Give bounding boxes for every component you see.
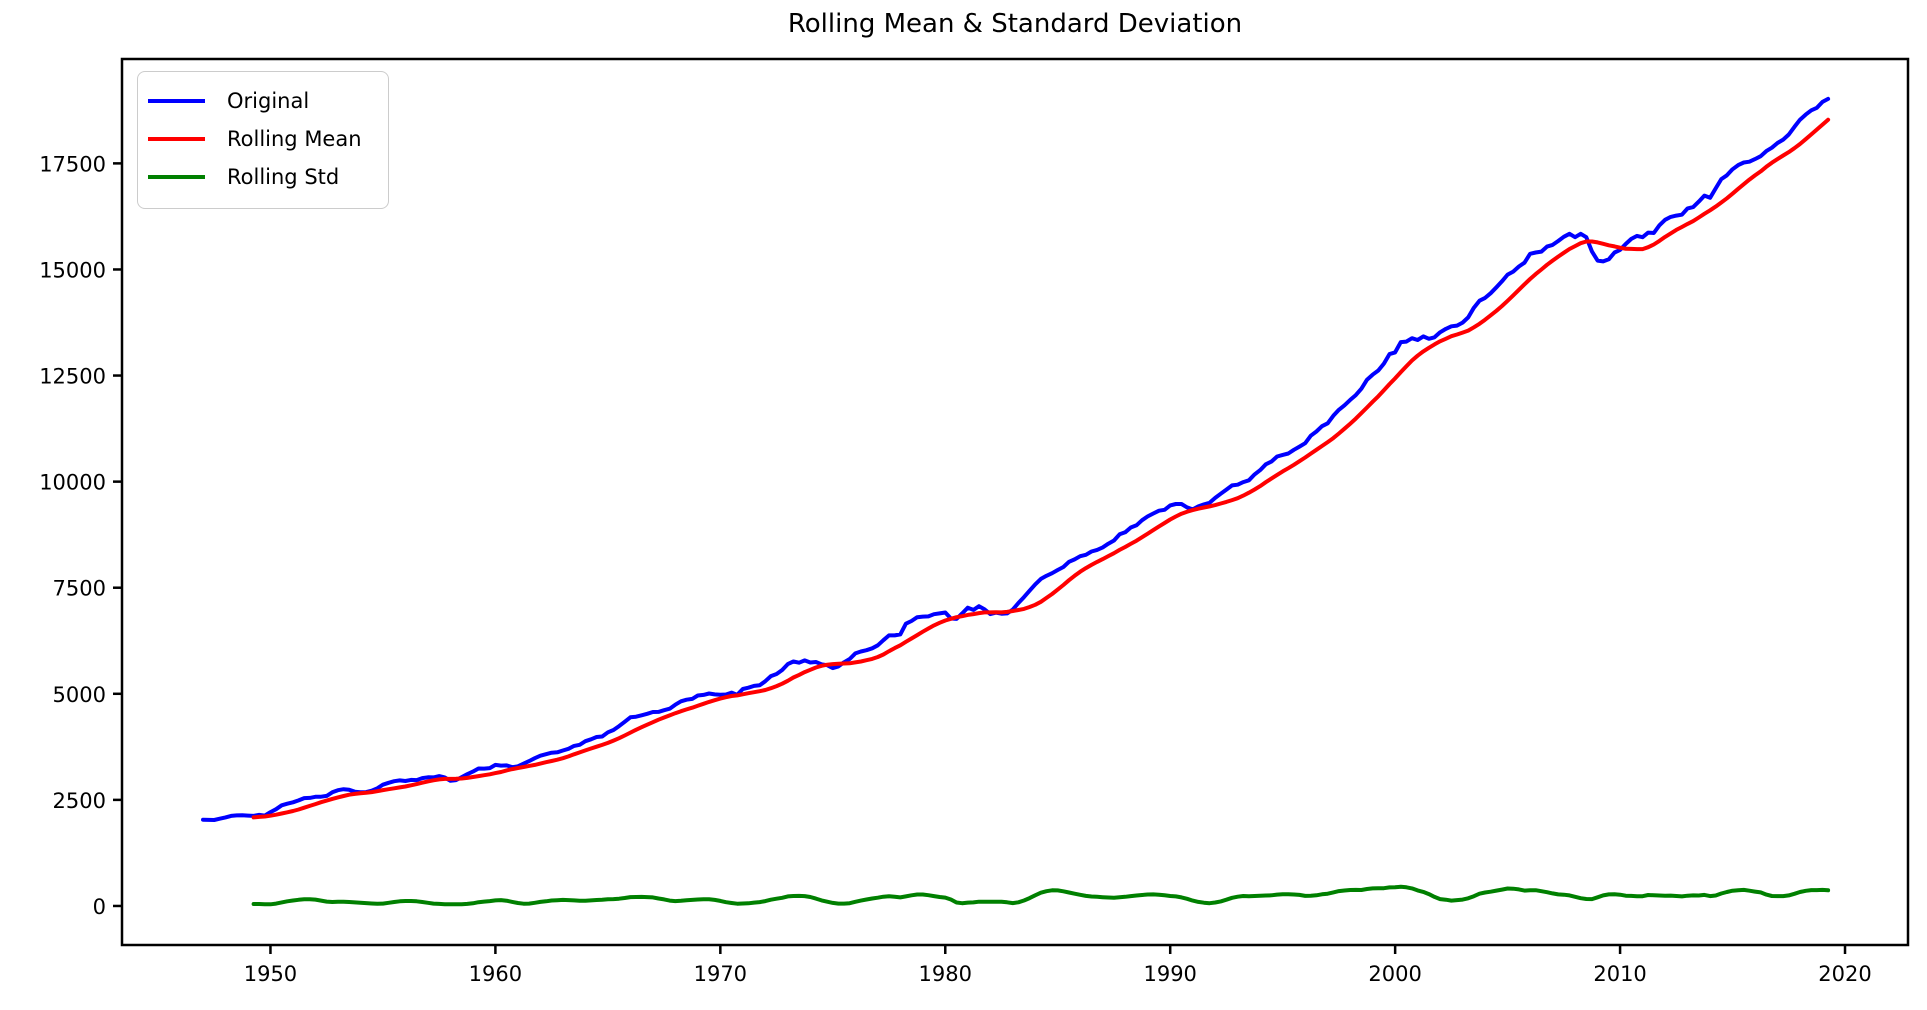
x-tick-label: 1980 bbox=[919, 962, 972, 986]
x-tick-label: 2010 bbox=[1593, 962, 1646, 986]
x-tick-label: 2020 bbox=[1818, 962, 1871, 986]
rolling-mean-line bbox=[251, 117, 1831, 820]
legend-item-rolling-std: Rolling Std bbox=[148, 158, 374, 196]
x-tick-label: 1990 bbox=[1143, 962, 1196, 986]
y-tick-label: 15000 bbox=[39, 258, 106, 282]
y-axis-ticks: 0 2500 5000 7500 10000 12500 15000 17500 bbox=[39, 152, 122, 919]
legend-label: Original bbox=[227, 89, 310, 113]
series-lines bbox=[201, 96, 1831, 907]
chart-title: Rolling Mean & Standard Deviation bbox=[787, 9, 1243, 39]
x-tick-label: 1960 bbox=[469, 962, 522, 986]
y-tick-label: 0 bbox=[93, 895, 106, 919]
y-tick-label: 12500 bbox=[39, 365, 106, 389]
legend-item-original: Original bbox=[148, 82, 374, 120]
y-tick-label: 7500 bbox=[53, 577, 106, 601]
legend-item-rolling-mean: Rolling Mean bbox=[148, 120, 374, 158]
original-line-swatch bbox=[148, 99, 205, 103]
y-tick-label: 17500 bbox=[39, 152, 106, 176]
axes-box bbox=[120, 57, 1910, 947]
rolling-std-line bbox=[251, 884, 1831, 907]
original-line bbox=[201, 96, 1831, 822]
x-tick-label: 1950 bbox=[244, 962, 297, 986]
x-tick-label: 1970 bbox=[694, 962, 747, 986]
legend-label: Rolling Std bbox=[227, 165, 340, 189]
rolling-std-line-swatch bbox=[148, 175, 205, 179]
legend-label: Rolling Mean bbox=[227, 127, 362, 151]
x-axis-ticks: 1950 1960 1970 1980 1990 2000 2010 2020 bbox=[244, 945, 1872, 986]
rolling-mean-line-swatch bbox=[148, 137, 205, 141]
y-tick-label: 5000 bbox=[53, 683, 106, 707]
legend: Original Rolling Mean Rolling Std bbox=[137, 71, 389, 209]
y-tick-label: 2500 bbox=[53, 789, 106, 813]
x-tick-label: 2000 bbox=[1368, 962, 1421, 986]
y-tick-label: 10000 bbox=[39, 471, 106, 495]
plot-border bbox=[120, 57, 1910, 947]
